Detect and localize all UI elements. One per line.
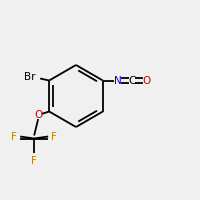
Text: F: F <box>11 132 17 142</box>
Text: O: O <box>143 75 151 86</box>
Text: C: C <box>129 75 136 86</box>
Text: Br: Br <box>24 72 35 82</box>
Text: N: N <box>114 75 122 86</box>
Text: F: F <box>51 132 57 142</box>
Text: O: O <box>34 110 42 120</box>
Text: F: F <box>31 156 37 166</box>
